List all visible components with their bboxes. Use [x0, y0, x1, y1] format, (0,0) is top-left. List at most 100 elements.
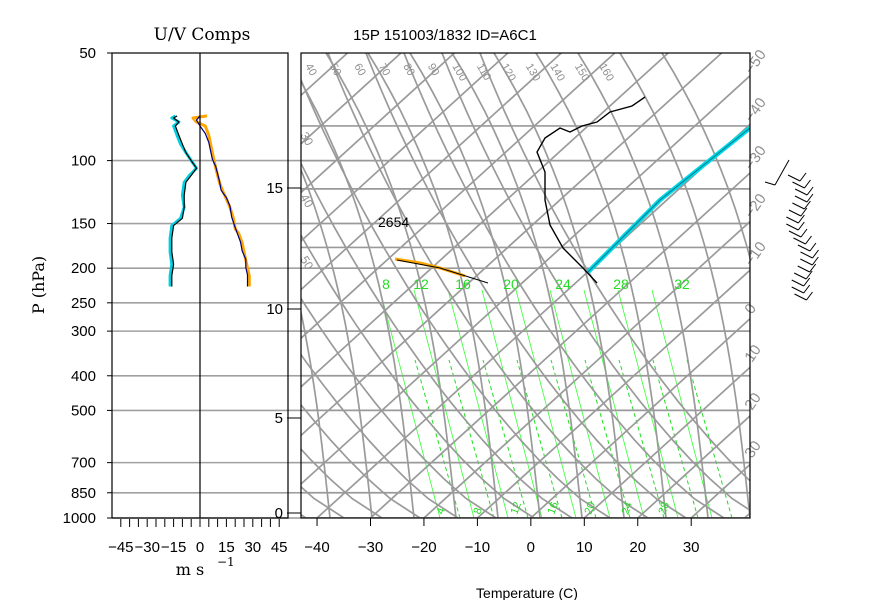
- mixing-ratio-label: 32: [674, 276, 690, 292]
- mixing-ratio-dashed: [686, 359, 733, 518]
- mixing-ratio-line: [617, 289, 679, 518]
- mixing-ratio-line: [413, 289, 475, 518]
- mixing-ratio-labels: 8 12 16 20 24 28 32 4 8 12 16 20 24 28: [382, 276, 690, 516]
- moist-adiabat: [301, 308, 331, 518]
- moist-adiabat: [577, 53, 709, 518]
- uv-series-line: [168, 114, 198, 287]
- uv-series-line: [195, 115, 249, 287]
- wind-barb: [797, 244, 811, 252]
- uv-x-tick-label: 0: [196, 539, 204, 556]
- uv-y-tick-label: 250: [71, 295, 96, 312]
- dry-adiabat: [441, 53, 750, 512]
- wind-barb: [792, 202, 805, 210]
- wind-barb-flag: [806, 193, 814, 203]
- isotherm-label-left: 30: [297, 130, 316, 149]
- skewt-grid-labels: 40 50 60 70 80 90 100 110 120 130 140 150 160 −50−40−…: [297, 47, 769, 462]
- moist-adiabat: [367, 53, 499, 518]
- isotherm-label-right: −30: [741, 143, 770, 174]
- isotherm-label-top: 80: [400, 62, 417, 79]
- isotherm-label-top: 90: [425, 62, 442, 79]
- wind-barb: [793, 237, 806, 245]
- skewt-annotation-2654: 2654: [378, 214, 409, 230]
- wind-barb-flag: [800, 228, 808, 238]
- isotherm: [583, 366, 750, 518]
- moist-adiabat: [619, 53, 750, 518]
- uv-series-line: [191, 114, 251, 287]
- isotherm-label-right: −40: [741, 95, 770, 126]
- skewt-x-tick-label: −30: [358, 539, 383, 556]
- uv-x-axis-exponent: −1: [217, 555, 235, 569]
- mixing-ratio-label: 16: [455, 276, 471, 292]
- skewt-x-tick-label: 0: [527, 539, 535, 556]
- isotherm-label-right: 20: [741, 390, 764, 413]
- wind-barb: [800, 258, 813, 266]
- uv-y-tick-label: 850: [71, 485, 96, 502]
- mixing-ratio-label: 28: [613, 276, 629, 292]
- mixing-ratio-label: 12: [413, 276, 429, 292]
- isotherm-label-top: 120: [498, 62, 518, 84]
- height-tick-label: 15: [266, 180, 283, 197]
- wind-barb: [794, 293, 807, 301]
- mixing-ratio-line: [651, 289, 713, 518]
- isotherm: [301, 53, 509, 243]
- wind-barb-flag: [812, 249, 819, 259]
- dry-adiabat: [479, 53, 750, 482]
- dry-adiabat: [327, 53, 649, 518]
- mixing-ratio-dashed: [482, 359, 529, 518]
- uv-y-tick-label: 500: [71, 402, 96, 419]
- skewt-x-tick-label: −40: [304, 539, 329, 556]
- dry-adiabat: [301, 485, 345, 518]
- mixing-ratio-dashed: [618, 359, 665, 518]
- uv-y-tick-label: 200: [71, 260, 96, 277]
- uv-y-tick-label: 50: [79, 45, 96, 62]
- uv-gridlines: [112, 159, 301, 519]
- dry-adiabat: [403, 53, 725, 518]
- uv-panel-title: U/V Comps: [154, 25, 251, 45]
- isotherm-label-top: 140: [547, 62, 567, 84]
- wind-barb-flag: [809, 242, 817, 252]
- skewt-plot-frame: [300, 52, 751, 519]
- isotherm: [301, 53, 402, 145]
- height-tick-label: 5: [275, 410, 283, 427]
- wind-barb: [764, 181, 776, 186]
- mixing-ratio-line: [447, 289, 509, 518]
- skewt-x-tick-label: −20: [411, 539, 436, 556]
- uv-series-line: [171, 115, 198, 287]
- wind-barb-flag: [800, 207, 808, 217]
- isotherm-label-top: 130: [523, 62, 543, 84]
- isotherm: [744, 511, 750, 518]
- uv-x-tick-label: −45: [108, 539, 133, 556]
- isotherm-label-right: 0: [741, 301, 760, 318]
- skewt-background-grid: [301, 53, 887, 518]
- isotherm: [301, 53, 349, 97]
- wind-barb-flag: [811, 256, 819, 266]
- moist-adiabat: [301, 167, 373, 518]
- wind-barb-flag: [797, 214, 805, 224]
- wind-barb: [800, 251, 813, 259]
- isotherm: [798, 53, 887, 518]
- mixing-ratio-dashed: [550, 359, 597, 518]
- mixing-ratio-label-lower: 20: [583, 500, 598, 516]
- wind-barb-flag: [804, 179, 811, 189]
- isotherm: [637, 414, 750, 518]
- isotherm: [301, 53, 562, 291]
- wind-barb: [791, 286, 804, 294]
- uv-x-axis-label: m s: [176, 560, 204, 579]
- mixing-ratio-label-lower: 12: [509, 500, 524, 516]
- skewt-x-tick-label: −10: [465, 539, 490, 556]
- moist-adiabat: [451, 53, 583, 518]
- wind-barb: [797, 265, 810, 273]
- isotherm: [301, 53, 669, 388]
- uv-x-tick-label: 15: [218, 539, 235, 556]
- mixing-ratio-line: [583, 289, 645, 518]
- mixing-ratio-label-lower: 8: [472, 506, 485, 516]
- uv-x-tick-label: 30: [244, 539, 261, 556]
- dry-adiabat: [365, 53, 687, 518]
- temperature-profile: [536, 96, 646, 284]
- uv-y-tick-label: 1000: [63, 510, 96, 527]
- isotherm: [301, 53, 455, 194]
- uv-x-tick-label: −15: [161, 539, 186, 556]
- isotherm: [301, 74, 750, 486]
- wind-barb-flag: [797, 221, 805, 231]
